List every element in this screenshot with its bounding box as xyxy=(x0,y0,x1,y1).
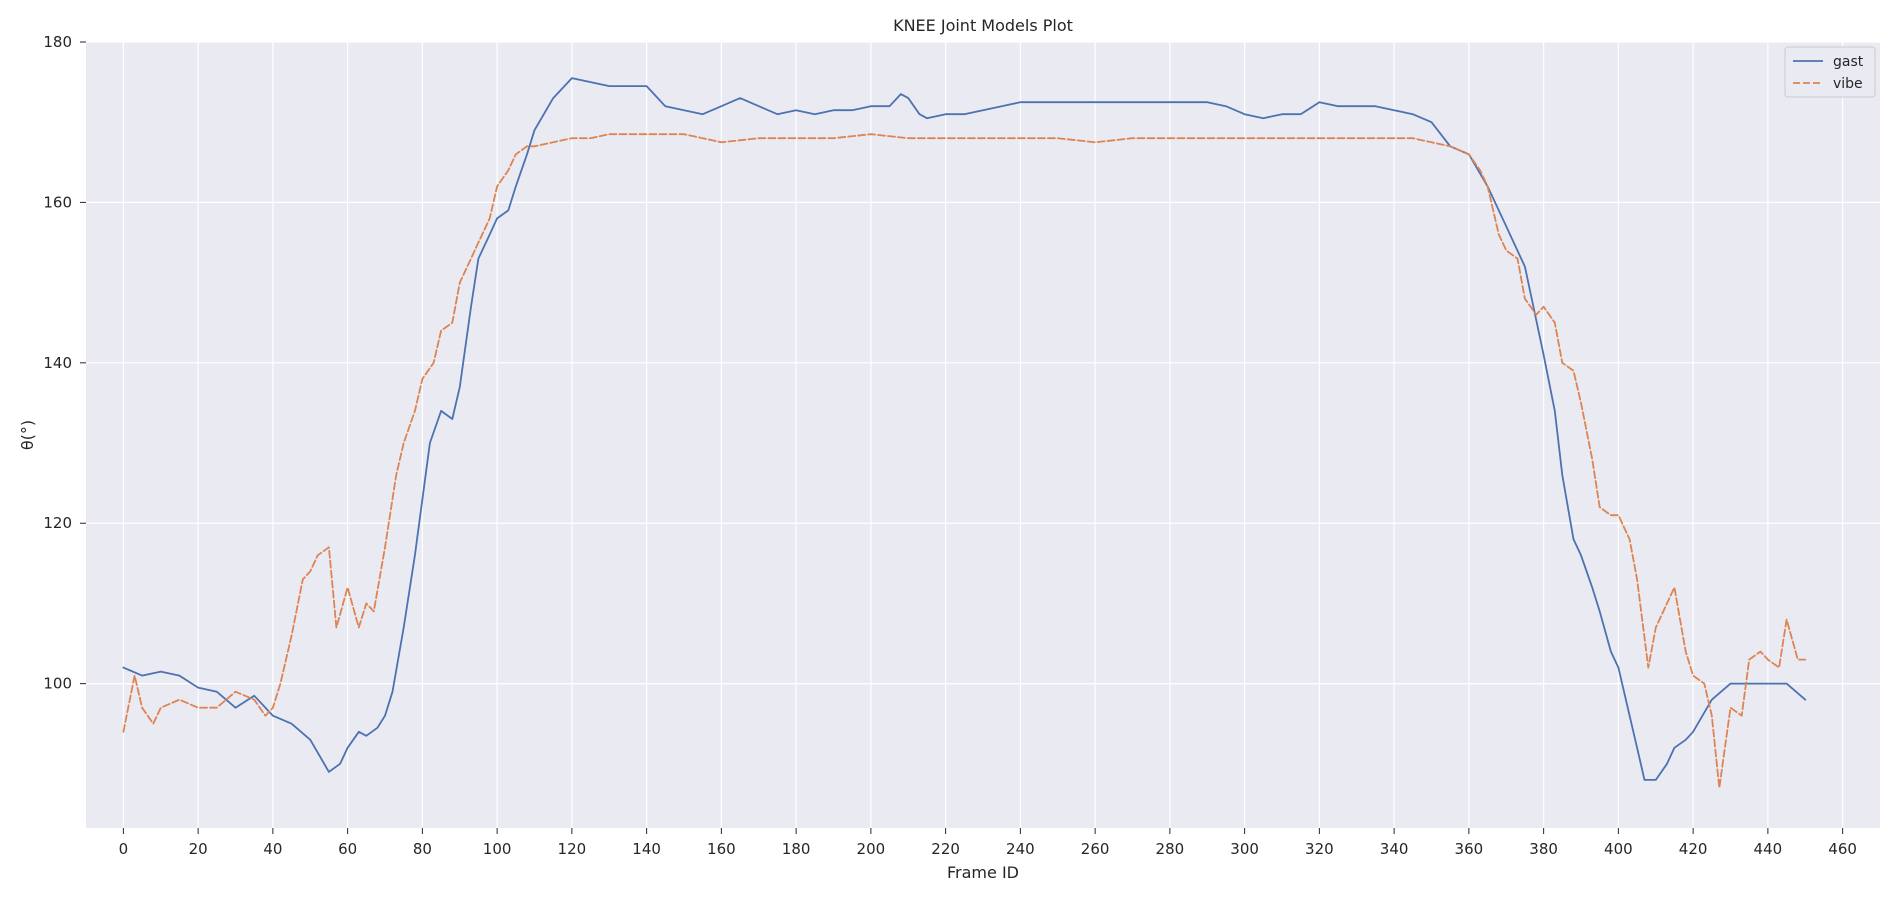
x-tick-label: 60 xyxy=(338,840,357,858)
series-layer xyxy=(122,77,1807,789)
x-tick-label: 420 xyxy=(1679,840,1708,858)
x-tick-label: 160 xyxy=(707,840,736,858)
x-tick-label: 100 xyxy=(483,840,512,858)
x-axis-label: Frame ID xyxy=(947,863,1019,882)
y-tick-labels: 100 120 140 160 180 xyxy=(43,33,86,693)
x-tick-label: 220 xyxy=(931,840,960,858)
x-tick-label: 120 xyxy=(558,840,587,858)
series-line-vibe xyxy=(122,133,1807,789)
x-tick-label: 260 xyxy=(1081,840,1110,858)
chart-title: KNEE Joint Models Plot xyxy=(893,16,1073,35)
x-tick-label: 360 xyxy=(1455,840,1484,858)
y-tick-label: 160 xyxy=(43,193,72,211)
x-tick-label: 240 xyxy=(1006,840,1035,858)
x-tick-labels: 0 20 40 60 80 100 120 140 160 180 200 220 240 260 280 3… xyxy=(119,828,1857,858)
x-tick-label: 440 xyxy=(1754,840,1783,858)
legend-label-vibe: vibe xyxy=(1833,76,1863,92)
x-tick-label: 40 xyxy=(263,840,282,858)
legend-label-gast: gast xyxy=(1833,54,1864,70)
y-tick-label: 180 xyxy=(43,33,72,51)
x-tick-label: 140 xyxy=(632,840,661,858)
legend: gast vibe xyxy=(1784,46,1876,98)
x-tick-label: 180 xyxy=(782,840,811,858)
y-axis-label: θ(°) xyxy=(18,420,37,450)
x-tick-label: 340 xyxy=(1380,840,1409,858)
x-tick-label: 320 xyxy=(1305,840,1334,858)
legend-box xyxy=(1784,46,1876,98)
y-tick-label: 140 xyxy=(43,354,72,372)
x-tick-label: 460 xyxy=(1828,840,1857,858)
x-tick-label: 0 xyxy=(119,840,129,858)
series-line-gast xyxy=(122,77,1807,781)
y-tick-label: 120 xyxy=(43,514,72,532)
plot-background xyxy=(86,42,1880,828)
x-tick-label: 400 xyxy=(1604,840,1633,858)
x-tick-label: 200 xyxy=(857,840,886,858)
y-tick-label: 100 xyxy=(43,675,72,693)
x-tick-label: 20 xyxy=(189,840,208,858)
grid-lines xyxy=(86,41,1880,828)
x-tick-label: 380 xyxy=(1529,840,1558,858)
x-tick-label: 300 xyxy=(1230,840,1259,858)
x-tick-label: 280 xyxy=(1156,840,1185,858)
x-tick-label: 80 xyxy=(413,840,432,858)
